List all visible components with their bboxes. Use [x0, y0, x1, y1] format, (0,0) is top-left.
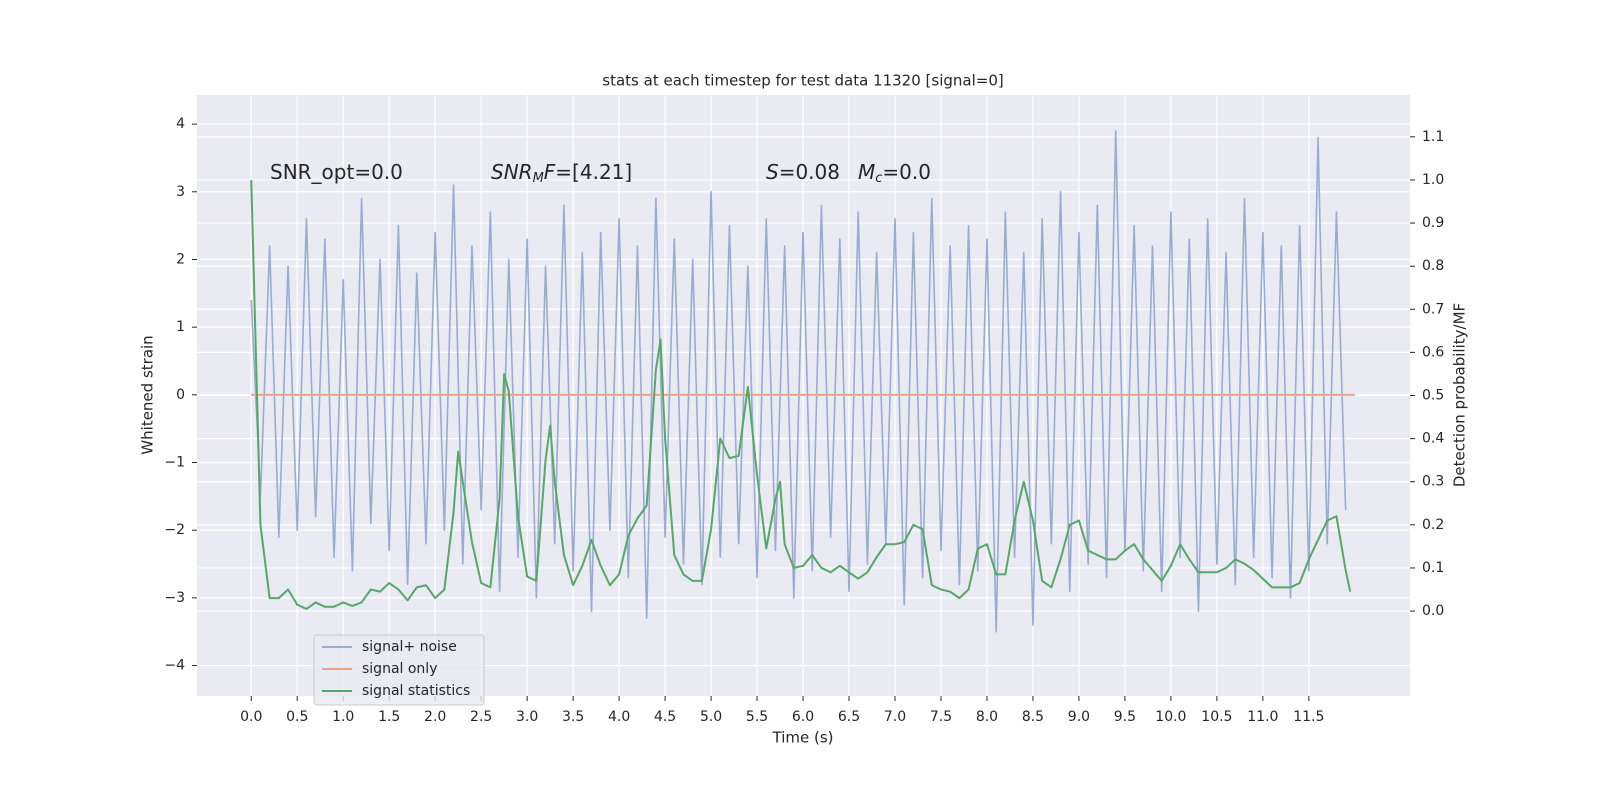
y-tick-label: 2 [176, 251, 185, 267]
y-tick-label: −2 [164, 522, 185, 538]
x-tick-label: 7.5 [930, 709, 952, 725]
x-tick-label: 9.0 [1068, 709, 1090, 725]
y-tick-label: −1 [164, 455, 185, 471]
data-line [250, 179, 1352, 610]
y2-tick-label: 1.1 [1422, 129, 1444, 145]
x-tick-label: 11.0 [1247, 709, 1278, 725]
x-tick-label: 5.0 [700, 709, 722, 725]
annotation: Mc=0.0 [858, 160, 931, 186]
x-tick-label: 7.0 [884, 709, 906, 725]
annotation-part: =[4.21] [555, 160, 632, 184]
y2-axis-label: Detection probability/MF [1451, 303, 1469, 487]
x-tick-label: 1.5 [378, 709, 400, 725]
annotation-part: =0.0 [882, 160, 931, 184]
y2-tick-label: 0.9 [1422, 215, 1444, 231]
x-axis-label: Time (s) [772, 729, 834, 747]
y-axis-label: Whitened strain [139, 335, 157, 454]
legend-label: signal only [362, 661, 437, 677]
x-tick-label: 2.5 [470, 709, 492, 725]
y-tick-label: −4 [164, 658, 185, 674]
legend-box [313, 634, 485, 706]
y2-tick-label: 0.3 [1422, 474, 1444, 490]
annotation-part: SNR_opt=0.0 [270, 160, 403, 184]
annotation-part: c [875, 171, 882, 186]
x-tick-label: 4.5 [654, 709, 676, 725]
annotation-part: F [544, 160, 556, 184]
annotation-part: =0.08 [779, 160, 840, 184]
y2-tick-label: 0.4 [1422, 431, 1444, 447]
x-tick-label: 6.5 [838, 709, 860, 725]
x-tick-label: 1.0 [332, 709, 354, 725]
annotation-part: M [533, 171, 544, 186]
annotation-part: M [858, 160, 875, 184]
legend-label: signal statistics [362, 683, 470, 699]
annotation: S=0.08 [766, 160, 840, 184]
x-tick-label: 0.5 [286, 709, 308, 725]
y-tick-label: 1 [176, 319, 185, 335]
y2-tick-label: 0.1 [1422, 560, 1444, 576]
y-tick-label: 3 [176, 184, 185, 200]
y-tick-label: 0 [176, 387, 185, 403]
x-tick-label: 8.0 [976, 709, 998, 725]
chart-title: stats at each timestep for test data 113… [602, 72, 1003, 90]
y2-tick-label: 0.2 [1422, 517, 1444, 533]
data-line [250, 130, 1347, 633]
y2-tick-label: 0.0 [1422, 603, 1444, 619]
x-tick-label: 3.5 [562, 709, 584, 725]
x-tick-label: 9.5 [1114, 709, 1136, 725]
annotation: SNRMF=[4.21] [491, 160, 632, 186]
x-tick-label: 2.0 [424, 709, 446, 725]
annotation: SNR_opt=0.0 [270, 160, 403, 184]
annotation-part: SNR [491, 160, 533, 184]
y2-tick-label: 0.7 [1422, 301, 1444, 317]
x-tick-label: 4.0 [608, 709, 630, 725]
annotation-part: S [766, 160, 779, 184]
x-tick-label: 10.0 [1155, 709, 1186, 725]
y2-tick-label: 0.6 [1422, 344, 1444, 360]
x-tick-label: 8.5 [1022, 709, 1044, 725]
y-tick-label: −3 [164, 590, 185, 606]
x-tick-label: 5.5 [746, 709, 768, 725]
x-tick-label: 3.0 [516, 709, 538, 725]
x-tick-label: 11.5 [1293, 709, 1324, 725]
y2-tick-label: 0.5 [1422, 388, 1444, 404]
x-tick-label: 0.0 [240, 709, 262, 725]
legend-label: signal+ noise [362, 639, 457, 655]
x-tick-label: 10.5 [1201, 709, 1232, 725]
x-tick-label: 6.0 [792, 709, 814, 725]
y-tick-label: 4 [176, 116, 185, 132]
y2-tick-label: 1.0 [1422, 172, 1444, 188]
y2-tick-label: 0.8 [1422, 258, 1444, 274]
